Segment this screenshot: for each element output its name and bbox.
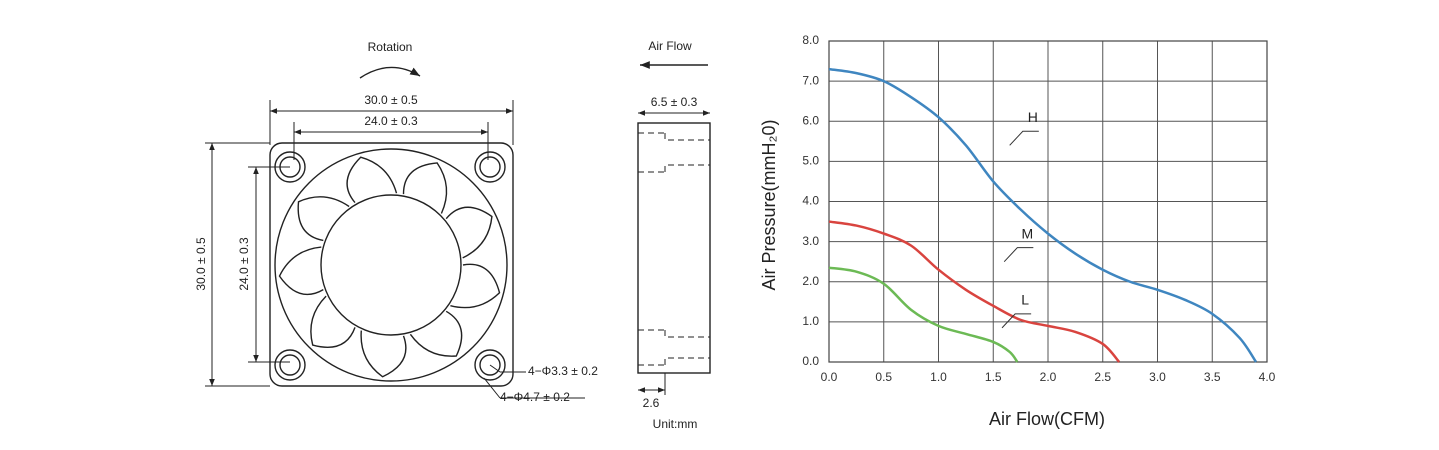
y-tick-label: 6.0	[802, 113, 819, 127]
y-axis-label: Air Pressure(mmH₂0)	[759, 120, 779, 291]
dim-label: 2.6	[643, 396, 660, 410]
mount-holes	[274, 151, 506, 381]
y-tick-label: 7.0	[802, 73, 819, 87]
chart: Air Flow(CFM) Air Pressure(mmH₂0) 0.0 1.0…	[759, 33, 1276, 429]
series-line	[828, 266, 1019, 363]
fan-blade	[346, 156, 398, 204]
dim-label: 24.0 ± 0.3	[237, 237, 251, 291]
hole-inner	[479, 156, 501, 178]
y-tick-label: 1.0	[802, 314, 819, 328]
fan-blade	[402, 162, 448, 214]
fan-drawing: Rotation 30.0 ± 0.5 24.0 ± 0.3 30.0 ± 0.…	[194, 39, 711, 431]
x-tick-label: 4.0	[1259, 370, 1276, 384]
x-tick-label: 1.5	[985, 370, 1002, 384]
x-tick-label: 2.0	[1040, 370, 1057, 384]
hole-outer	[274, 151, 306, 183]
dim-label: 24.0 ± 0.3	[364, 114, 418, 128]
airflow-label: Air Flow	[648, 39, 692, 53]
y-tick-label: 5.0	[802, 154, 819, 168]
x-tick-label: 2.5	[1094, 370, 1111, 384]
y-tick-label: 8.0	[802, 33, 819, 47]
y-tick-label: 2.0	[802, 274, 819, 288]
series-label: M	[1022, 225, 1034, 241]
fan-blade	[310, 295, 356, 349]
fan-ring	[274, 148, 508, 382]
hole-outer	[474, 349, 506, 381]
fan-frame	[269, 142, 514, 387]
rotation-arrow	[359, 66, 421, 79]
series-line	[828, 67, 1258, 363]
leader	[489, 364, 501, 373]
label-leader	[1003, 247, 1034, 263]
x-tick-label: 0.5	[875, 370, 892, 384]
dim-label: 6.5 ± 0.3	[651, 95, 698, 109]
series-label: H	[1028, 109, 1038, 125]
series-label: L	[1021, 292, 1029, 308]
fan-blade	[297, 196, 350, 242]
y-tick-label: 3.0	[802, 234, 819, 248]
unit-label: Unit:mm	[653, 417, 698, 431]
plot-frame	[828, 40, 1268, 363]
y-tick-label: 0.0	[802, 354, 819, 368]
series-line	[828, 220, 1121, 363]
hole-inner	[279, 354, 301, 376]
x-tick-label: 3.5	[1204, 370, 1221, 384]
hole-outer	[274, 349, 306, 381]
fan-blade	[360, 330, 407, 378]
fan-blade	[445, 206, 493, 259]
x-axis-label: Air Flow(CFM)	[989, 409, 1105, 429]
side-detail	[638, 132, 710, 366]
x-tick-label: 1.0	[930, 370, 947, 384]
label-leader	[1009, 130, 1039, 146]
fan-hub	[320, 194, 462, 336]
hole-inner	[279, 156, 301, 178]
fan-blade	[450, 263, 501, 309]
x-tick-label: 0.0	[821, 370, 838, 384]
fan-blade	[278, 246, 324, 296]
y-tick-label: 4.0	[802, 194, 819, 208]
fan-blade	[409, 310, 463, 357]
x-tick-label: 3.0	[1149, 370, 1166, 384]
dim-label: 30.0 ± 0.5	[194, 237, 208, 291]
hole-inner	[479, 354, 501, 376]
leader	[483, 377, 501, 399]
rotation-label: Rotation	[368, 40, 413, 54]
label-leader	[1001, 313, 1032, 329]
fan-blades	[278, 156, 501, 378]
side-view	[637, 122, 711, 374]
hole-label: 4−Φ3.3 ± 0.2	[528, 364, 598, 378]
hole-outer	[474, 151, 506, 183]
hole-label: 4−Φ4.7 ± 0.2	[500, 390, 570, 404]
dim-label: 30.0 ± 0.5	[364, 93, 418, 107]
